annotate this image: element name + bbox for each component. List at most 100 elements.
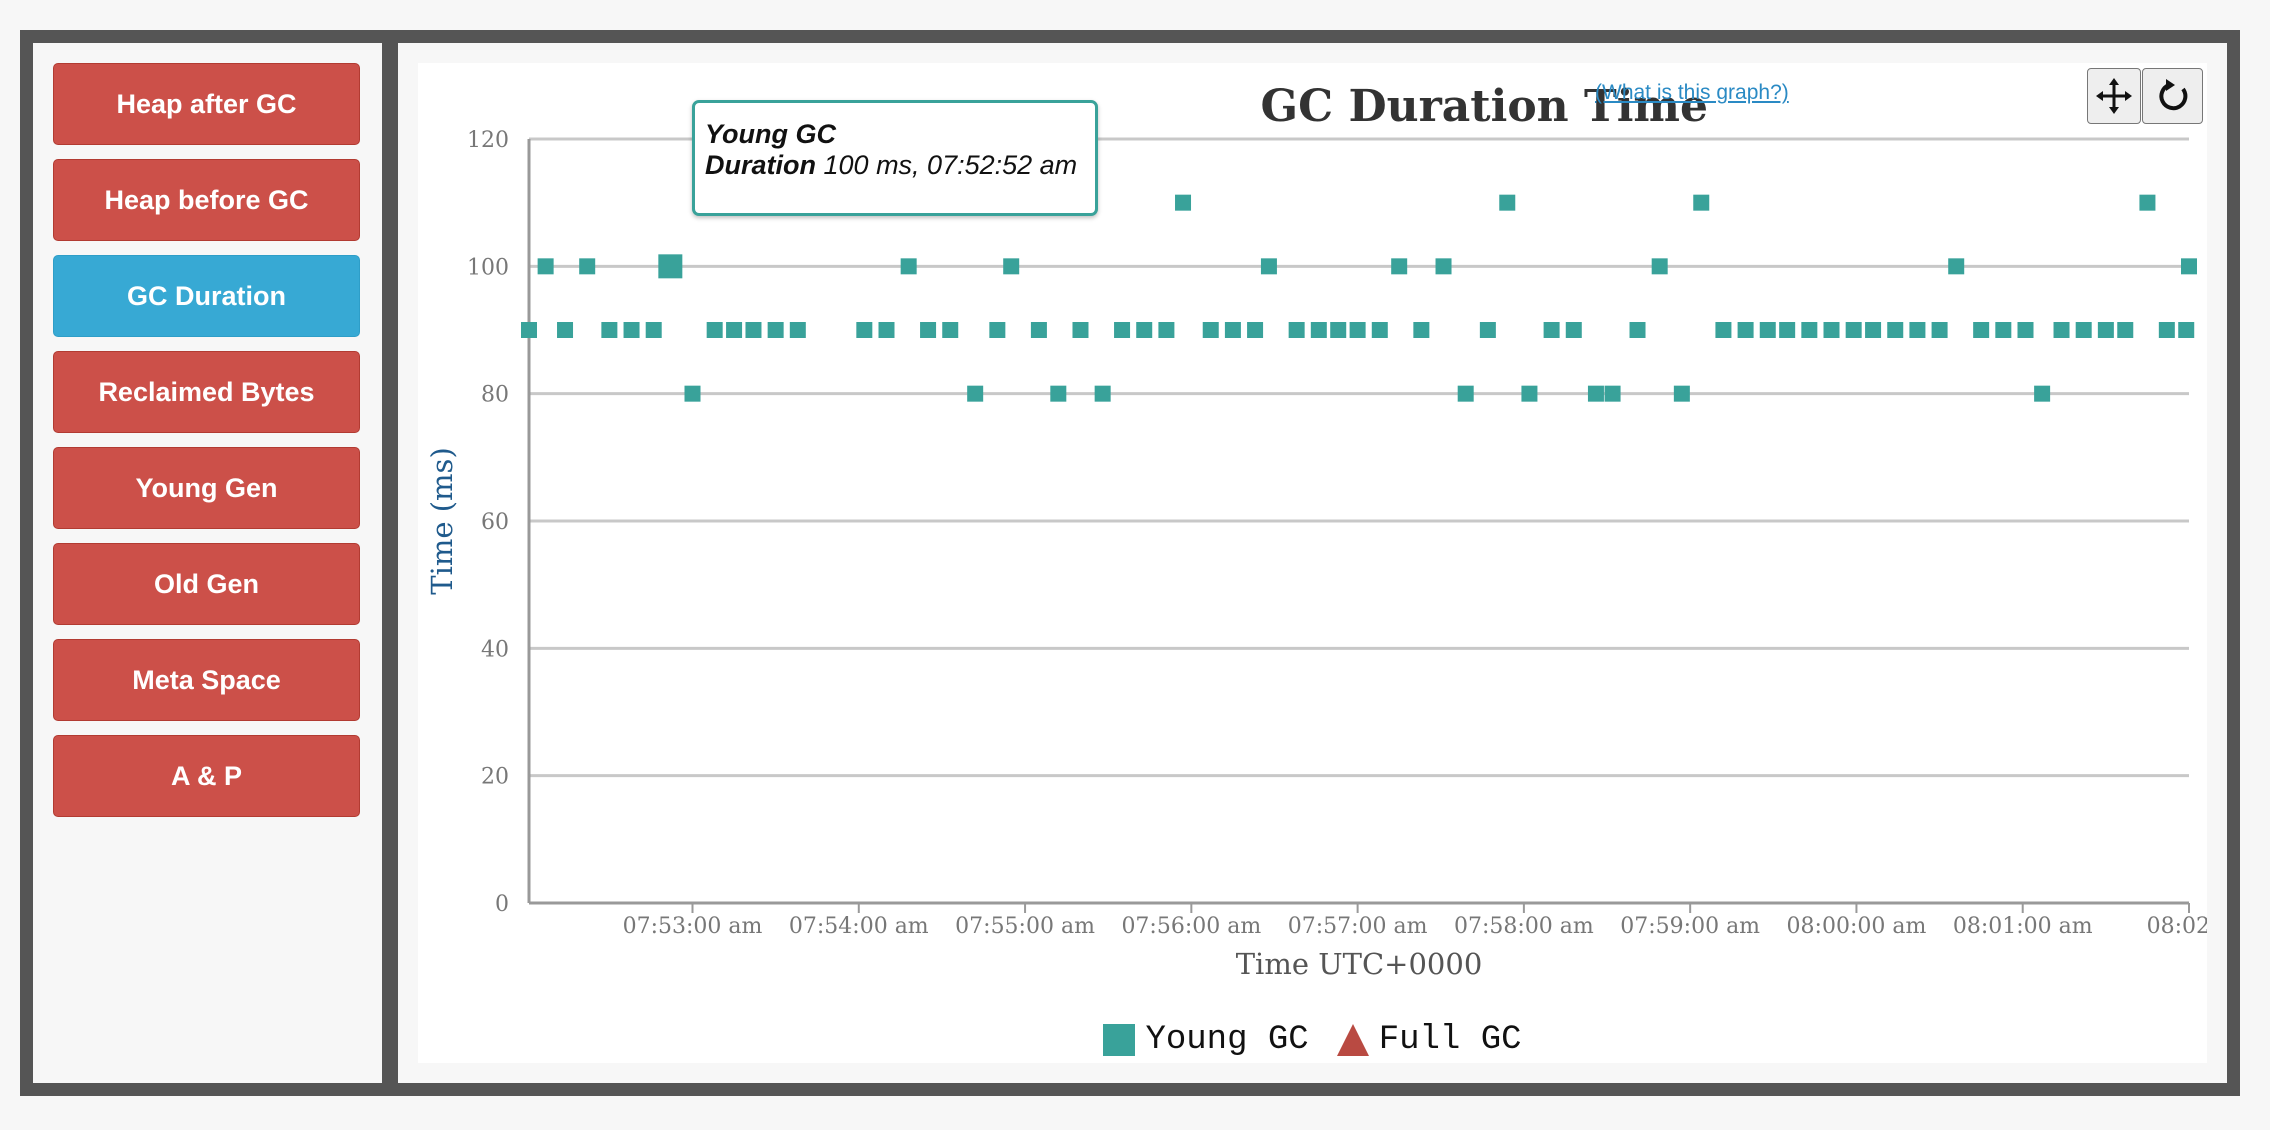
data-point [1759, 322, 1776, 338]
data-point [1565, 322, 1582, 338]
data-point [1673, 385, 1690, 402]
x-tick-label: 07:58:00 am [1454, 914, 1594, 939]
data-point [1543, 322, 1560, 338]
sidebar-item-heap-after-gc[interactable]: Heap after GC [53, 63, 360, 145]
x-tick-label: 08:02:0 [2147, 914, 2207, 939]
data-point [623, 322, 640, 338]
x-axis-title: Time UTC+0000 [1236, 947, 1483, 981]
data-point [2158, 322, 2175, 338]
triangle-marker-icon [1336, 1024, 1369, 1056]
tooltip-value: 100 ms, 07:52:52 am [823, 150, 1078, 180]
data-point [1587, 385, 1604, 402]
what-is-this-graph-link[interactable]: (What is this graph?) [1595, 81, 1789, 104]
data-point [1479, 322, 1496, 338]
data-point [2139, 194, 2156, 211]
tooltip-series: Young GC [705, 119, 836, 149]
x-tick-label: 07:57:00 am [1288, 914, 1428, 939]
y-tick-label: 0 [495, 892, 509, 917]
plot-area: 0 20 40 60 80 100 120 07:53:00 am 07:54:00 am 07:… [425, 128, 2207, 981]
legend-item-young-gc[interactable]: Young GC [1103, 1021, 1309, 1059]
data-point [579, 258, 596, 275]
chart-legend: Young GC Full GC [418, 1021, 2207, 1059]
gc-duration-chart[interactable]: GC Duration Time (What is this graph?) 0 [418, 63, 2207, 1063]
data-point [1391, 258, 1408, 275]
data-point [2117, 322, 2134, 338]
data-point [1604, 385, 1621, 402]
data-point [1865, 322, 1882, 338]
x-tick-label: 07:55:00 am [955, 914, 1095, 939]
point-tooltip: Young GC Duration 100 ms, 07:52:52 am [692, 100, 1098, 216]
data-point [989, 322, 1006, 338]
data-point [1349, 322, 1366, 338]
data-point [1457, 385, 1474, 402]
x-tick-label: 07:53:00 am [623, 914, 763, 939]
chart-panel: GC Duration Time (What is this graph?) 0 [398, 43, 2227, 1083]
sidebar-item-heap-before-gc[interactable]: Heap before GC [53, 159, 360, 241]
data-point [2034, 385, 2051, 402]
data-point [1288, 322, 1305, 338]
data-point [856, 322, 873, 338]
y-tick-label: 80 [481, 383, 509, 408]
data-point [1094, 385, 1111, 402]
sidebar-item-young-gen[interactable]: Young Gen [53, 447, 360, 529]
data-point [1909, 322, 1926, 338]
data-point [1887, 322, 1904, 338]
data-point [1371, 322, 1388, 338]
data-point [745, 322, 762, 338]
data-point [1737, 322, 1754, 338]
x-tick-label: 08:01:00 am [1953, 914, 2093, 939]
data-point [1310, 322, 1327, 338]
chart-title: GC Duration Time [1260, 81, 1708, 132]
y-tick-label: 40 [481, 637, 509, 662]
data-point [2053, 322, 2070, 338]
data-point [1003, 258, 1020, 275]
sidebar-item-gc-duration[interactable]: GC Duration [53, 255, 360, 337]
y-tick-label: 100 [467, 255, 509, 280]
data-point [1801, 322, 1818, 338]
sidebar-item-old-gen[interactable]: Old Gen [53, 543, 360, 625]
data-point [942, 322, 959, 338]
data-point [2017, 322, 2034, 338]
y-tick-label: 20 [481, 765, 509, 790]
data-point [521, 322, 537, 338]
sidebar-item-meta-space[interactable]: Meta Space [53, 639, 360, 721]
data-point [1629, 322, 1646, 338]
data-point [1260, 258, 1277, 275]
data-point [1499, 194, 1516, 211]
y-axis-title: Time (ms) [425, 447, 459, 595]
data-point [706, 322, 723, 338]
y-tick-label: 120 [467, 128, 509, 153]
data-point [1114, 322, 1131, 338]
data-point [1715, 322, 1732, 338]
x-tick-label: 07:56:00 am [1121, 914, 1261, 939]
sidebar-item-reclaimed-bytes[interactable]: Reclaimed Bytes [53, 351, 360, 433]
data-point [1948, 258, 1965, 275]
sidebar-item-a-and-p[interactable]: A & P [53, 735, 360, 817]
data-point [1435, 258, 1452, 275]
move-arrows-icon[interactable] [2087, 68, 2141, 124]
data-point [767, 322, 784, 338]
data-point [1995, 322, 2012, 338]
data-point [1779, 322, 1796, 338]
x-tick-label: 08:00:00 am [1787, 914, 1927, 939]
data-point [2075, 322, 2092, 338]
data-point [1931, 322, 1948, 338]
data-point [1247, 322, 1264, 338]
data-point [537, 258, 554, 275]
data-point [1973, 322, 1990, 338]
data-point [1521, 385, 1538, 402]
refresh-icon[interactable] [2142, 68, 2203, 124]
data-point [1845, 322, 1862, 338]
data-point [1175, 194, 1192, 211]
data-point [1050, 385, 1067, 402]
data-point [726, 322, 743, 338]
data-point [1224, 322, 1241, 338]
data-point [1202, 322, 1219, 338]
data-point [967, 385, 984, 402]
data-point [557, 322, 574, 338]
y-tick-label: 60 [481, 510, 509, 535]
tooltip-label: Duration [705, 150, 816, 180]
data-point [1158, 322, 1175, 338]
legend-item-full-gc[interactable]: Full GC [1336, 1021, 1522, 1059]
data-point [601, 322, 618, 338]
